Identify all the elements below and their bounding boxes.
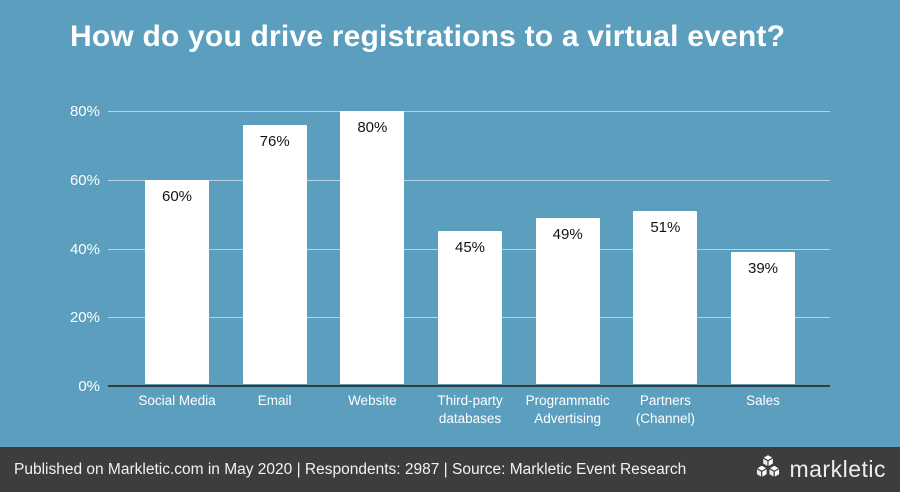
bar-sales [731,251,796,384]
x-axis-label-third-party-databases: Third-party databases [437,393,503,426]
bar-programmatic-advertising [535,217,600,384]
x-axis-label-social-media: Social Media [138,393,216,408]
bar-partners-channel [633,210,698,384]
y-axis-tick-label: 80% [69,103,100,120]
y-axis-tick-label: 20% [69,309,100,327]
y-axis-tick-label: 0% [78,378,100,395]
gridline-60% [108,179,830,181]
x-axis-baseline [108,385,830,387]
x-axis-label-partners-channel: Partners (Channel) [635,393,695,426]
bar-third-party-databases [438,231,502,384]
y-axis-tick-label: 40% [69,240,100,258]
x-axis-label-sales: Sales [746,393,780,408]
bar-value-label-website: 80% [357,119,388,136]
bar-value-label-email: 76% [259,132,290,150]
source-attribution-text: Published on Markletic.com in May 2020 |… [14,460,687,478]
gridline-80% [108,111,830,112]
y-axis-tick-label: 60% [69,171,100,189]
bar-value-label-third-party-databases: 45% [454,239,486,257]
x-axis-label-website: Website [348,393,397,408]
bar-email [242,124,307,384]
markletic-logo: markletic [753,452,886,487]
bar-value-label-partners-channel: 51% [650,218,681,236]
logo-wordmark: markletic [789,456,886,482]
bar-value-label-social-media: 60% [161,187,193,205]
bar-website [340,111,405,384]
x-axis-label-programmatic-advertising: Programmatic Advertising [525,393,610,426]
chart-title: How do you drive registrations to a virt… [70,20,786,53]
cubes-logo-icon [753,452,783,487]
bar-value-label-programmatic-advertising: 49% [552,225,583,243]
bar-value-label-sales: 39% [748,259,779,277]
footer-bar: Published on Markletic.com in May 2020 |… [0,447,900,492]
bar-social-media [145,179,209,384]
x-axis-label-email: Email [257,393,292,408]
